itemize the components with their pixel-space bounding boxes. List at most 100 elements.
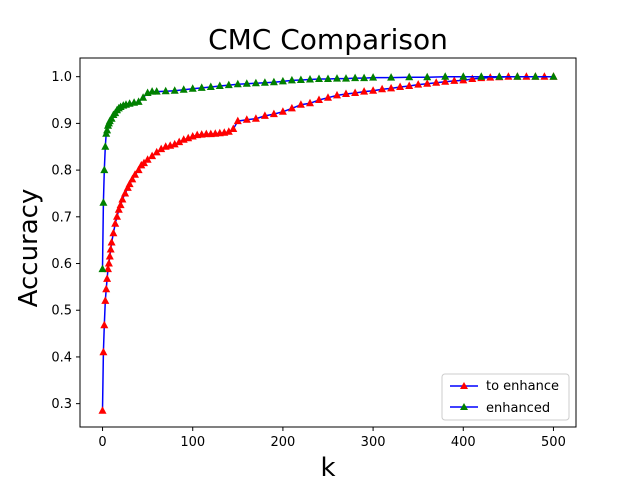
data-point-to-enhance xyxy=(315,95,323,103)
y-tick-label: 0.7 xyxy=(51,210,72,225)
y-tick-label: 1.0 xyxy=(51,70,72,85)
data-point-to-enhance xyxy=(103,274,112,282)
data-point-to-enhance xyxy=(423,79,432,87)
x-tick-label: 100 xyxy=(180,435,205,450)
data-point-to-enhance xyxy=(134,165,143,174)
data-point-enhanced xyxy=(324,74,332,82)
data-point-enhanced xyxy=(387,73,396,81)
y-tick-label: 0.8 xyxy=(51,164,72,179)
data-point-to-enhance xyxy=(306,98,314,107)
data-point-enhanced xyxy=(306,75,314,83)
x-axis-label: k xyxy=(320,453,335,480)
data-point-enhanced xyxy=(315,74,323,82)
data-point-to-enhance xyxy=(287,103,296,112)
data-point-to-enhance xyxy=(342,89,350,97)
legend-entry-enhanced: enhanced xyxy=(450,401,550,416)
y-tick-label: 0.9 xyxy=(51,117,72,132)
data-point-enhanced xyxy=(269,77,278,86)
legend-label-enhanced: enhanced xyxy=(486,401,550,416)
series-enhanced xyxy=(98,72,558,273)
data-point-to-enhance xyxy=(233,116,242,125)
data-point-to-enhance xyxy=(396,82,405,90)
data-point-enhanced xyxy=(287,75,296,84)
data-point-enhanced xyxy=(99,198,108,206)
data-point-to-enhance xyxy=(102,284,111,293)
data-point-to-enhance xyxy=(104,264,112,273)
data-point-to-enhance xyxy=(369,86,378,94)
data-point-enhanced xyxy=(513,72,522,80)
data-point-enhanced xyxy=(170,86,179,94)
series-layer xyxy=(98,72,558,414)
data-point-enhanced xyxy=(197,83,206,91)
data-point-enhanced xyxy=(342,74,350,82)
data-point-enhanced xyxy=(161,86,170,95)
data-point-to-enhance xyxy=(111,219,120,227)
data-point-to-enhance xyxy=(99,347,108,356)
data-point-enhanced xyxy=(459,72,468,80)
data-point-enhanced xyxy=(152,87,161,95)
data-point-enhanced xyxy=(549,72,558,80)
legend: to enhance enhanced xyxy=(441,373,570,421)
data-point-to-enhance xyxy=(405,81,414,89)
data-point-enhanced xyxy=(188,84,197,92)
data-point-to-enhance xyxy=(114,205,123,213)
data-point-to-enhance xyxy=(107,238,116,246)
data-point-enhanced xyxy=(103,125,112,134)
data-point-to-enhance xyxy=(143,155,152,163)
data-point-to-enhance xyxy=(468,74,477,82)
data-point-enhanced xyxy=(423,72,432,81)
data-point-to-enhance xyxy=(387,83,396,92)
data-point-enhanced xyxy=(278,76,287,85)
legend-marker-enhanced xyxy=(460,403,468,410)
data-point-to-enhance xyxy=(100,320,109,329)
x-tick-label: 0 xyxy=(98,435,106,450)
series-line-to-enhance xyxy=(101,75,554,411)
x-axis: 0 100 200 300 400 500 xyxy=(98,427,566,450)
plot-frame xyxy=(79,57,577,428)
data-point-enhanced xyxy=(369,73,378,81)
x-tick-label: 400 xyxy=(451,435,476,450)
data-point-to-enhance xyxy=(148,151,157,160)
data-point-enhanced xyxy=(531,72,540,80)
data-point-enhanced xyxy=(251,78,260,87)
y-tick-label: 0.6 xyxy=(51,257,72,272)
data-point-enhanced xyxy=(224,80,233,89)
x-tick-label: 200 xyxy=(270,435,295,450)
data-point-enhanced xyxy=(333,74,341,82)
data-point-to-enhance xyxy=(296,100,305,108)
legend-entry-to-enhance: to enhance xyxy=(450,379,559,394)
data-point-enhanced xyxy=(215,81,224,89)
data-point-to-enhance xyxy=(378,84,387,93)
data-point-enhanced xyxy=(100,165,109,174)
data-point-to-enhance xyxy=(242,115,251,123)
data-point-enhanced xyxy=(351,73,360,82)
data-point-to-enhance xyxy=(414,80,423,88)
data-point-to-enhance xyxy=(104,259,113,267)
data-point-to-enhance xyxy=(251,114,260,122)
data-point-enhanced xyxy=(405,72,414,81)
data-point-to-enhance xyxy=(101,296,110,304)
data-point-enhanced xyxy=(179,85,188,93)
data-point-to-enhance xyxy=(105,252,114,260)
data-point-to-enhance xyxy=(260,111,269,119)
data-point-to-enhance xyxy=(324,93,332,101)
data-point-enhanced xyxy=(101,142,110,150)
data-point-to-enhance xyxy=(123,183,132,191)
data-point-to-enhance xyxy=(441,77,450,85)
y-tick-label: 0.5 xyxy=(51,304,72,319)
y-tick-label: 0.3 xyxy=(51,397,72,412)
data-point-enhanced xyxy=(296,75,305,83)
data-point-to-enhance xyxy=(113,212,121,220)
data-point-to-enhance xyxy=(278,107,287,115)
legend-marker-to-enhance xyxy=(460,382,468,389)
data-point-to-enhance xyxy=(333,90,341,99)
data-point-to-enhance xyxy=(121,189,130,197)
data-point-to-enhance xyxy=(125,179,134,188)
data-point-to-enhance xyxy=(128,174,137,183)
data-point-to-enhance xyxy=(269,109,278,118)
data-point-enhanced xyxy=(139,93,148,101)
data-point-to-enhance xyxy=(106,245,115,253)
series-line-enhanced xyxy=(101,75,554,270)
data-point-to-enhance xyxy=(450,76,459,84)
